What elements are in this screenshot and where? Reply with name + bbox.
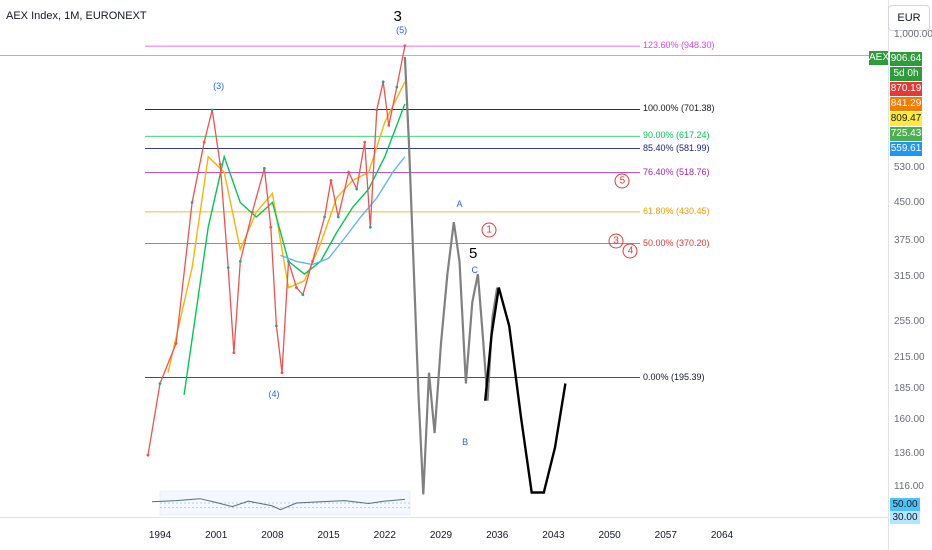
- fib-label-3: 85.40% (581.99): [643, 142, 710, 153]
- price-point: [158, 382, 162, 385]
- moving-average-1: [183, 103, 406, 395]
- fib-label-6: 50.00% (370.20): [643, 237, 710, 248]
- y-tick-label: 136.00: [894, 447, 925, 459]
- oscillator-line: [151, 498, 405, 511]
- price-point: [174, 341, 178, 345]
- x-tick-label: 2029: [429, 530, 453, 541]
- price-point: [375, 108, 379, 112]
- price-point: [269, 225, 273, 229]
- y-tick-label: 215.00: [894, 351, 925, 363]
- x-tick-label: 2015: [317, 530, 340, 541]
- major-wave-label: 3: [393, 8, 402, 25]
- price-point: [403, 44, 407, 48]
- price-point: [287, 259, 290, 263]
- price-point: [355, 187, 359, 191]
- x-tick-label: 1994: [148, 530, 172, 541]
- price-tag-0: 906.64: [890, 52, 922, 66]
- circled-wave-label: 4: [622, 243, 638, 259]
- fib-label-5: 61.80% (430.45): [643, 205, 710, 216]
- x-tick-label: 2043: [542, 530, 565, 541]
- price-point: [301, 293, 305, 297]
- wave-label: (3): [213, 81, 225, 92]
- chart-title: AEX Index, 1M, EURONEXT: [6, 10, 147, 22]
- circled-wave-label: 1: [481, 222, 497, 238]
- major-wave-label: 5: [468, 245, 478, 263]
- price-point: [210, 108, 214, 112]
- projection-series: [403, 57, 499, 495]
- price-tag-3: 809.47: [890, 112, 922, 126]
- circled-wave-label: 5: [614, 173, 630, 189]
- y-tick-label: 116.00: [894, 481, 924, 492]
- price-point: [311, 259, 314, 263]
- y-tick-label: 450.00: [894, 196, 925, 208]
- wave-label: C: [471, 264, 478, 275]
- y-tick-label: 315.00: [894, 271, 925, 283]
- forecast-path: [484, 287, 567, 494]
- price-point: [368, 225, 372, 229]
- price-point: [329, 179, 333, 182]
- moving-average-0: [167, 81, 406, 373]
- wave-label: (4): [268, 388, 280, 399]
- x-tick-label: 2001: [205, 530, 228, 541]
- y-tick-label: 1,000.00: [894, 29, 932, 40]
- price-point: [232, 351, 236, 355]
- moving-average-2: [280, 156, 406, 266]
- fib-label-2: 90.00% (617.24): [643, 130, 710, 141]
- price-point: [146, 453, 150, 457]
- countdown-tag: 5d 0h: [890, 67, 922, 81]
- wave-label: (5): [396, 24, 408, 35]
- x-tick-label: 2008: [261, 530, 284, 541]
- price-point: [250, 210, 254, 214]
- symbol-badge: AEX: [869, 51, 890, 65]
- price-point: [238, 259, 242, 263]
- price-point: [190, 201, 194, 204]
- price-point: [262, 166, 266, 170]
- price-point: [363, 140, 367, 144]
- y-tick-label: 375.00: [894, 234, 925, 246]
- circled-wave-label: 3: [608, 233, 624, 249]
- y-tick-label: 160.00: [894, 413, 925, 425]
- fib-label-7: 0.00% (195.39): [643, 371, 705, 382]
- wave-label: A: [456, 198, 463, 209]
- x-tick-label: 2036: [486, 530, 509, 541]
- price-axis-separator: [888, 0, 889, 550]
- fib-label-4: 76.40% (518.76): [643, 166, 710, 177]
- price-point: [347, 170, 351, 174]
- price-tag-4: 725.43: [890, 127, 922, 141]
- x-tick-label: 2064: [710, 530, 734, 541]
- oscillator-tag-1: 30.00: [890, 511, 920, 524]
- price-point: [280, 371, 284, 375]
- price-tag-2: 841.29: [890, 97, 922, 111]
- y-tick-label: 185.00: [894, 383, 925, 395]
- oscillator-tag-0: 50.00: [890, 498, 920, 511]
- price-point: [387, 123, 391, 127]
- time-axis-separator: [0, 517, 888, 518]
- y-tick-label: 255.00: [894, 315, 925, 327]
- wave-label: B: [462, 437, 469, 448]
- currency-selector[interactable]: EUR: [888, 5, 930, 31]
- price-tag-5: 559.61: [890, 142, 922, 156]
- x-tick-label: 2022: [373, 530, 396, 541]
- price-point: [395, 85, 399, 89]
- price-tag-1: 870.19: [890, 82, 922, 96]
- x-tick-label: 2057: [654, 530, 677, 541]
- price-point: [275, 324, 278, 328]
- price-point: [323, 215, 326, 219]
- price-point: [381, 80, 385, 84]
- price-point: [218, 162, 222, 166]
- fib-label-0: 123.60% (948.30): [643, 40, 715, 51]
- price-point: [202, 140, 206, 144]
- price-point: [336, 215, 340, 219]
- y-tick-label: 530.00: [894, 162, 925, 174]
- price-chart[interactable]: [0, 0, 888, 518]
- price-point: [226, 266, 230, 270]
- x-tick-label: 2050: [598, 530, 621, 541]
- price-point: [295, 286, 298, 290]
- fib-label-1: 100.00% (701.38): [643, 103, 715, 114]
